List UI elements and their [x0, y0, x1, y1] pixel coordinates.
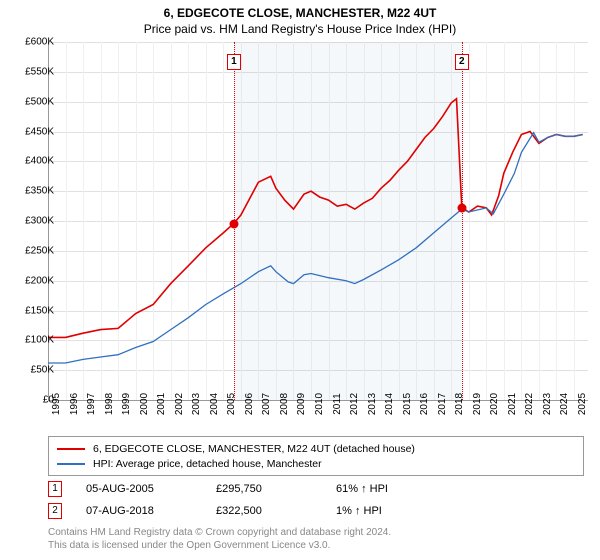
sale-date: 07-AUG-2018	[86, 505, 216, 517]
x-tick-label: 2021	[507, 393, 518, 415]
x-tick-label: 2001	[156, 393, 167, 415]
sale-dot	[229, 219, 238, 228]
sales-table: 1 05-AUG-2005 £295,750 61% ↑ HPI 2 07-AU…	[48, 478, 426, 522]
y-tick-label: £50K	[31, 365, 54, 376]
legend-swatch	[57, 463, 85, 465]
legend-item-hpi: HPI: Average price, detached house, Manc…	[57, 456, 575, 471]
y-tick-label: £600K	[25, 37, 54, 48]
sale-pct: 1% ↑ HPI	[336, 505, 426, 517]
line-plot	[48, 42, 588, 400]
chart-subtitle: Price paid vs. HM Land Registry's House …	[0, 20, 600, 36]
x-tick-label: 2006	[244, 393, 255, 415]
chart-title: 6, EDGECOTE CLOSE, MANCHESTER, M22 4UT	[0, 0, 600, 20]
sale-price: £295,750	[216, 483, 336, 495]
y-tick-label: £250K	[25, 245, 54, 256]
sale-row: 2 07-AUG-2018 £322,500 1% ↑ HPI	[48, 500, 426, 522]
x-tick-label: 1999	[121, 393, 132, 415]
sale-marker-icon: 2	[48, 503, 62, 519]
footer-line: This data is licensed under the Open Gov…	[48, 539, 391, 552]
series-hpi	[48, 133, 583, 363]
x-tick-label: 2014	[384, 393, 395, 415]
x-tick-label: 2011	[332, 393, 343, 415]
x-tick-label: 2013	[367, 393, 378, 415]
y-tick-label: £200K	[25, 275, 54, 286]
y-tick-label: £500K	[25, 96, 54, 107]
y-tick-label: £100K	[25, 335, 54, 346]
x-tick-label: 2015	[402, 393, 413, 415]
x-tick-label: 2012	[349, 393, 360, 415]
x-tick-label: 2025	[577, 393, 588, 415]
footer-line: Contains HM Land Registry data © Crown c…	[48, 526, 391, 539]
x-tick-label: 2017	[437, 393, 448, 415]
legend-item-price: 6, EDGECOTE CLOSE, MANCHESTER, M22 4UT (…	[57, 441, 575, 456]
chart-area: 12	[48, 42, 588, 400]
series-price_paid	[48, 99, 583, 338]
sale-row: 1 05-AUG-2005 £295,750 61% ↑ HPI	[48, 478, 426, 500]
x-tick-label: 2003	[191, 393, 202, 415]
y-tick-label: £450K	[25, 126, 54, 137]
sale-price: £322,500	[216, 505, 336, 517]
legend-swatch	[57, 448, 85, 450]
sale-date: 05-AUG-2005	[86, 483, 216, 495]
x-tick-label: 2009	[296, 393, 307, 415]
sale-marker-box: 1	[227, 54, 241, 70]
x-tick-label: 2016	[419, 393, 430, 415]
x-tick-label: 2010	[314, 393, 325, 415]
y-tick-label: £300K	[25, 216, 54, 227]
legend: 6, EDGECOTE CLOSE, MANCHESTER, M22 4UT (…	[48, 436, 584, 476]
y-tick-label: £550K	[25, 66, 54, 77]
x-tick-label: 2024	[559, 393, 570, 415]
x-tick-label: 1996	[69, 393, 80, 415]
x-tick-label: 2008	[279, 393, 290, 415]
sale-marker-box: 2	[455, 54, 469, 70]
y-tick-label: £350K	[25, 186, 54, 197]
x-tick-label: 2020	[489, 393, 500, 415]
x-tick-label: 2004	[209, 393, 220, 415]
y-tick-label: £150K	[25, 305, 54, 316]
x-tick-label: 2000	[139, 393, 150, 415]
sale-marker-icon: 1	[48, 481, 62, 497]
sale-pct: 61% ↑ HPI	[336, 483, 426, 495]
x-tick-label: 2007	[261, 393, 272, 415]
x-tick-label: 2019	[472, 393, 483, 415]
x-tick-label: 2023	[542, 393, 553, 415]
legend-label: HPI: Average price, detached house, Manc…	[93, 458, 322, 470]
y-tick-label: £400K	[25, 156, 54, 167]
x-tick-label: 2005	[226, 393, 237, 415]
x-tick-label: 2002	[174, 393, 185, 415]
x-tick-label: 1998	[104, 393, 115, 415]
legend-label: 6, EDGECOTE CLOSE, MANCHESTER, M22 4UT (…	[93, 443, 415, 455]
x-tick-label: 1995	[51, 393, 62, 415]
footer-attribution: Contains HM Land Registry data © Crown c…	[48, 526, 391, 552]
chart-container: 6, EDGECOTE CLOSE, MANCHESTER, M22 4UT P…	[0, 0, 600, 560]
x-tick-label: 1997	[86, 393, 97, 415]
sale-dot	[457, 203, 466, 212]
x-tick-label: 2018	[454, 393, 465, 415]
x-tick-label: 2022	[524, 393, 535, 415]
